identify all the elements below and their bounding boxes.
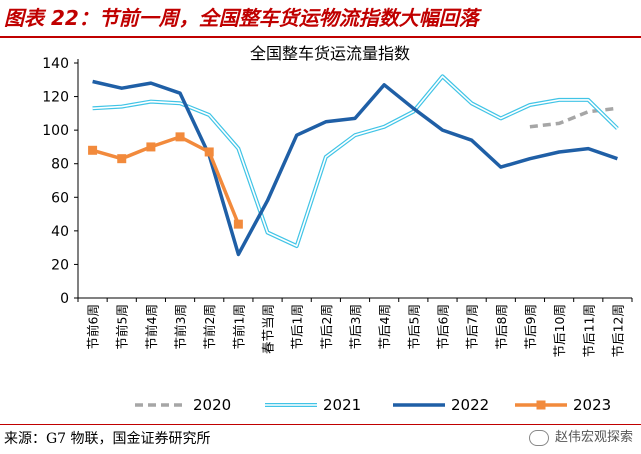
watermark-label: 赵伟宏观探索 xyxy=(554,430,633,445)
x-tick-label: 节后6周 xyxy=(435,304,450,349)
y-tick-label: 60 xyxy=(51,190,69,206)
x-tick-label: 节前1周 xyxy=(231,304,246,349)
chart-title: 全国整车货运流量指数 xyxy=(250,44,410,63)
wechat-icon xyxy=(528,430,549,446)
y-tick-label: 80 xyxy=(51,157,69,173)
x-tick-label: 节后4周 xyxy=(377,304,392,349)
x-tick-label: 节前4周 xyxy=(144,304,159,349)
line-chart: 全国整车货运流量指数 0 20 40 60 80 100 120 140 节前6周 节前5周 节前4… xyxy=(42,44,633,414)
x-tick-label: 节前6周 xyxy=(86,304,101,349)
legend-2023-marker xyxy=(536,400,546,410)
legend-2020-label: 2020 xyxy=(193,396,231,414)
x-tick-label: 节前5周 xyxy=(115,304,130,349)
y-tick-label: 40 xyxy=(51,224,69,240)
source-note: 来源：G7 物联，国金证券研究所 xyxy=(4,431,211,447)
source-rule xyxy=(0,424,641,425)
x-tick-label: 节后3周 xyxy=(348,304,363,349)
x-tick-label: 节后5周 xyxy=(406,304,421,349)
y-tick-label: 100 xyxy=(42,123,69,139)
series-2023-line xyxy=(92,135,241,225)
figure-title: 图表 22：节前一周，全国整车货运物流指数大幅回落 xyxy=(4,6,479,30)
x-tick-label: 节后10周 xyxy=(552,304,567,357)
series-2023-point xyxy=(88,145,98,155)
y-tick-label: 20 xyxy=(51,257,69,273)
y-tick-label: 140 xyxy=(42,56,69,72)
legend-2022-label: 2022 xyxy=(451,396,489,414)
x-tick-label: 节前3周 xyxy=(173,304,188,349)
x-tick-label: 节后2周 xyxy=(319,304,334,349)
title-rule xyxy=(0,36,641,38)
x-tick-label: 节后9周 xyxy=(523,304,538,349)
x-tick-label: 节后11周 xyxy=(581,304,596,357)
x-tick-label: 节后8周 xyxy=(494,304,509,349)
x-tick-label: 春节当周 xyxy=(261,304,276,354)
legend-2021-label: 2021 xyxy=(323,396,361,414)
x-tick-label: 节前2周 xyxy=(202,304,217,349)
x-tick-label: 节后1周 xyxy=(290,304,305,349)
series-2021-line-inner xyxy=(92,75,618,247)
series-2023-point xyxy=(204,147,214,157)
series-2023-point xyxy=(117,154,127,164)
x-tick-label: 节后7周 xyxy=(465,304,480,349)
series-2023-point xyxy=(175,132,185,142)
y-tick-label: 0 xyxy=(60,291,69,307)
series-2022-line xyxy=(92,79,618,257)
series-2021-line xyxy=(92,74,619,248)
legend-2023-label: 2023 xyxy=(573,396,611,414)
series-2023-point xyxy=(146,142,156,152)
series-2023-point xyxy=(233,219,243,229)
watermark: 赵伟宏观探索 xyxy=(528,426,633,450)
y-tick-label: 120 xyxy=(42,90,69,106)
x-tick-label: 节后12周 xyxy=(610,304,625,357)
series-2020-line xyxy=(529,106,618,129)
